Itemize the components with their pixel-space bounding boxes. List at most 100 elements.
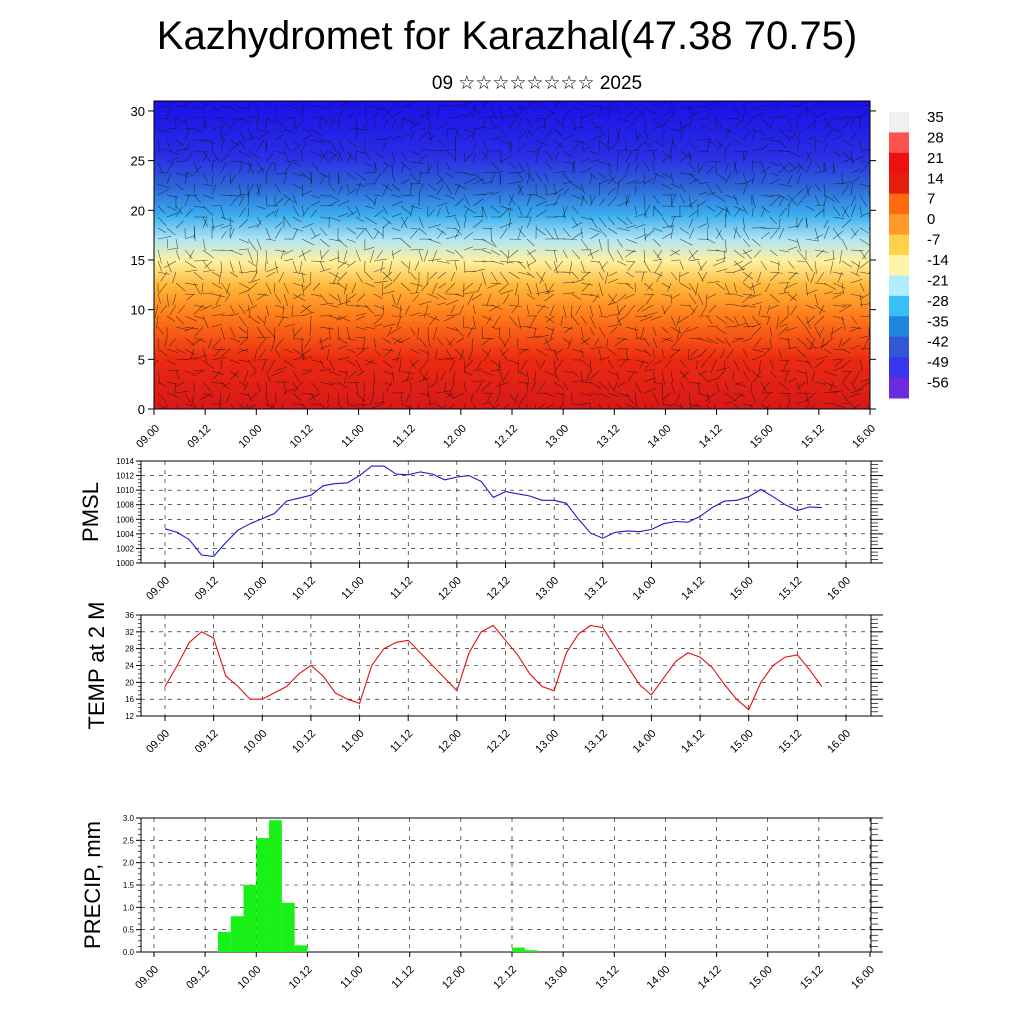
x-tick-label: 11.00 <box>339 728 366 755</box>
x-tick-label: 12.00 <box>436 575 464 603</box>
colorbar-label: -49 <box>927 354 949 371</box>
y-tick-label: 0.0 <box>123 948 135 957</box>
y-tick-label: 25 <box>131 154 145 169</box>
y-tick-label: 1000 <box>116 559 134 568</box>
colorbar-swatch <box>889 377 909 399</box>
y-tick-label: 0.5 <box>123 926 135 935</box>
x-tick-label: 10.00 <box>235 964 263 992</box>
y-tick-label: 30 <box>131 104 145 119</box>
x-tick-label: 14.12 <box>696 964 724 992</box>
precip-bar <box>294 945 308 952</box>
colorbar: 35 28 21 14 7 0 -7 -14 -21 -28 -35 -42 -49 -56 <box>889 109 949 399</box>
x-tick-label: 16.00 <box>849 964 877 992</box>
colorbar-label: 14 <box>927 170 944 187</box>
cross-section-x-axis: 09.00 09.12 10.00 10.12 11.00 11.12 12.00 12.12… <box>134 409 878 451</box>
x-tick-label: 09.00 <box>144 728 172 756</box>
y-tick-label: 12 <box>125 712 134 721</box>
x-tick-label: 11.12 <box>388 575 415 602</box>
x-tick-label: 13.12 <box>594 423 622 451</box>
colorbar-swatch <box>889 295 909 317</box>
x-tick-label: 12.12 <box>485 575 513 603</box>
colorbar-label: 7 <box>927 191 935 208</box>
x-tick-label: 09.12 <box>184 964 212 992</box>
temp-panel: 12 16 20 24 28 32 36 09.00 09.12 10.00 10.12 11.00 1… <box>0 602 883 756</box>
y-tick-label: 10 <box>131 303 145 318</box>
colorbar-swatch <box>889 275 909 297</box>
precip-bar <box>256 838 270 952</box>
y-tick-label: 20 <box>131 203 145 218</box>
y-tick-label: 2.5 <box>123 836 135 845</box>
colorbar-swatch <box>889 336 909 358</box>
x-tick-label: 13.00 <box>533 728 561 756</box>
x-tick-label: 14.00 <box>646 423 674 451</box>
colorbar-label: -42 <box>927 334 949 351</box>
y-tick-label: 1012 <box>116 472 134 481</box>
x-tick-label: 16.00 <box>850 423 878 451</box>
x-tick-label: 11.12 <box>390 423 417 450</box>
x-tick-label: 13.00 <box>533 575 561 603</box>
colorbar-label: 0 <box>927 211 935 228</box>
x-tick-label: 09.12 <box>185 423 213 451</box>
y-tick-label: 1014 <box>116 457 134 466</box>
x-tick-label: 15.12 <box>777 575 805 603</box>
y-axis-label: PRECIP, mm <box>80 821 105 949</box>
y-tick-label: 15 <box>131 253 145 268</box>
colorbar-label: 28 <box>927 129 944 146</box>
y-tick-label: 1.0 <box>123 903 135 912</box>
x-tick-label: 09.00 <box>134 423 162 451</box>
precip-bar <box>230 916 244 952</box>
precip-panel: 0.0 0.5 1.0 1.5 2.0 2.5 3.0 09.00 09.12 10.00 10.1… <box>80 814 883 992</box>
chart-subtitle: 09 ☆☆☆☆☆☆☆☆ 2025 <box>431 73 643 94</box>
x-tick-label: 10.00 <box>236 423 264 451</box>
x-tick-label: 13.00 <box>542 964 570 992</box>
precip-bar <box>512 947 525 952</box>
y-axis-label: PMSL <box>78 482 103 542</box>
x-tick-label: 14.00 <box>631 728 659 756</box>
x-tick-label: 14.00 <box>645 964 673 992</box>
precip-bar <box>243 885 257 952</box>
y-tick-label: 20 <box>125 678 134 687</box>
colorbar-label: -28 <box>927 293 949 310</box>
x-tick-label: 14.12 <box>679 728 707 756</box>
colorbar-label: -21 <box>927 272 949 289</box>
x-tick-label: 15.00 <box>728 728 756 756</box>
precip-bar <box>217 931 231 952</box>
x-tick-label: 12.00 <box>440 964 468 992</box>
x-tick-label: 13.00 <box>543 423 571 451</box>
x-tick-label: 16.00 <box>825 575 853 603</box>
colorbar-swatch <box>889 234 909 256</box>
colorbar-label: -7 <box>927 232 940 249</box>
y-tick-label: 32 <box>125 628 134 637</box>
x-tick-label: 12.00 <box>436 728 464 756</box>
x-tick-label: 15.00 <box>728 575 756 603</box>
x-tick-label: 10.12 <box>290 728 318 756</box>
x-tick-label: 16.00 <box>825 728 853 756</box>
colorbar-swatch <box>889 132 909 154</box>
temperature-cross-section: 0 5 10 15 20 25 30 09.00 09.12 10.00 10.12 11.00 11… <box>131 100 878 451</box>
y-tick-label: 1006 <box>116 515 134 524</box>
y-tick-label: 0 <box>138 402 145 417</box>
x-tick-label: 12.12 <box>492 423 520 451</box>
y-tick-label: 36 <box>125 611 134 620</box>
x-tick-label: 14.00 <box>631 575 659 603</box>
x-tick-label: 10.12 <box>290 575 318 603</box>
series-line <box>164 624 823 711</box>
precip-bar <box>269 820 282 952</box>
colorbar-swatch <box>889 255 909 276</box>
series-line <box>164 465 822 557</box>
precip-bar <box>524 950 538 952</box>
colorbar-label: -35 <box>927 313 949 330</box>
x-tick-label: 09.12 <box>193 575 221 603</box>
colorbar-swatch <box>889 316 909 338</box>
x-tick-label: 13.12 <box>593 964 621 992</box>
x-tick-label: 12.12 <box>485 728 513 756</box>
x-tick-label: 11.12 <box>388 728 415 755</box>
colorbar-swatch <box>889 152 909 174</box>
x-tick-label: 14.12 <box>679 575 707 603</box>
y-axis-label: TEMP at 2 M <box>84 602 109 730</box>
x-tick-label: 09.00 <box>133 964 161 992</box>
precip-bar <box>281 902 295 952</box>
x-tick-label: 12.00 <box>441 423 469 451</box>
panel-frame <box>140 460 872 564</box>
colorbar-label: -56 <box>927 375 949 392</box>
